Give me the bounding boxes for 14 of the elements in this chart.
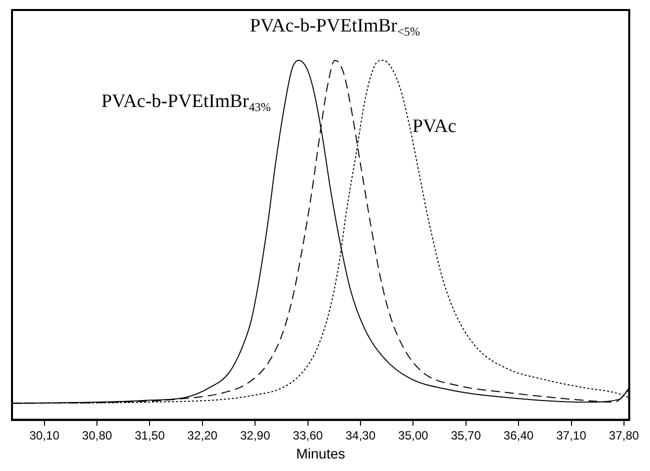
x-tick-label: 33,60 [292, 428, 324, 442]
x-tick-label: 35,70 [450, 428, 482, 442]
x-tick-label: 35,00 [398, 428, 429, 442]
x-tick-label: 37,80 [608, 428, 640, 442]
x-axis-title: Minutes [296, 445, 346, 462]
series-label: PVAc [412, 116, 456, 138]
x-tick-label: 32,90 [240, 428, 270, 442]
x-tick-label: 32,20 [187, 428, 218, 442]
x-tick-label: 30,80 [82, 428, 112, 442]
x-tick-label: 37,10 [556, 428, 587, 442]
x-tick-label: 30,10 [29, 428, 60, 442]
x-tick-label: 36,40 [504, 428, 534, 442]
x-tick-label: 34,30 [345, 428, 376, 442]
x-tick-label: 31,50 [134, 428, 166, 442]
